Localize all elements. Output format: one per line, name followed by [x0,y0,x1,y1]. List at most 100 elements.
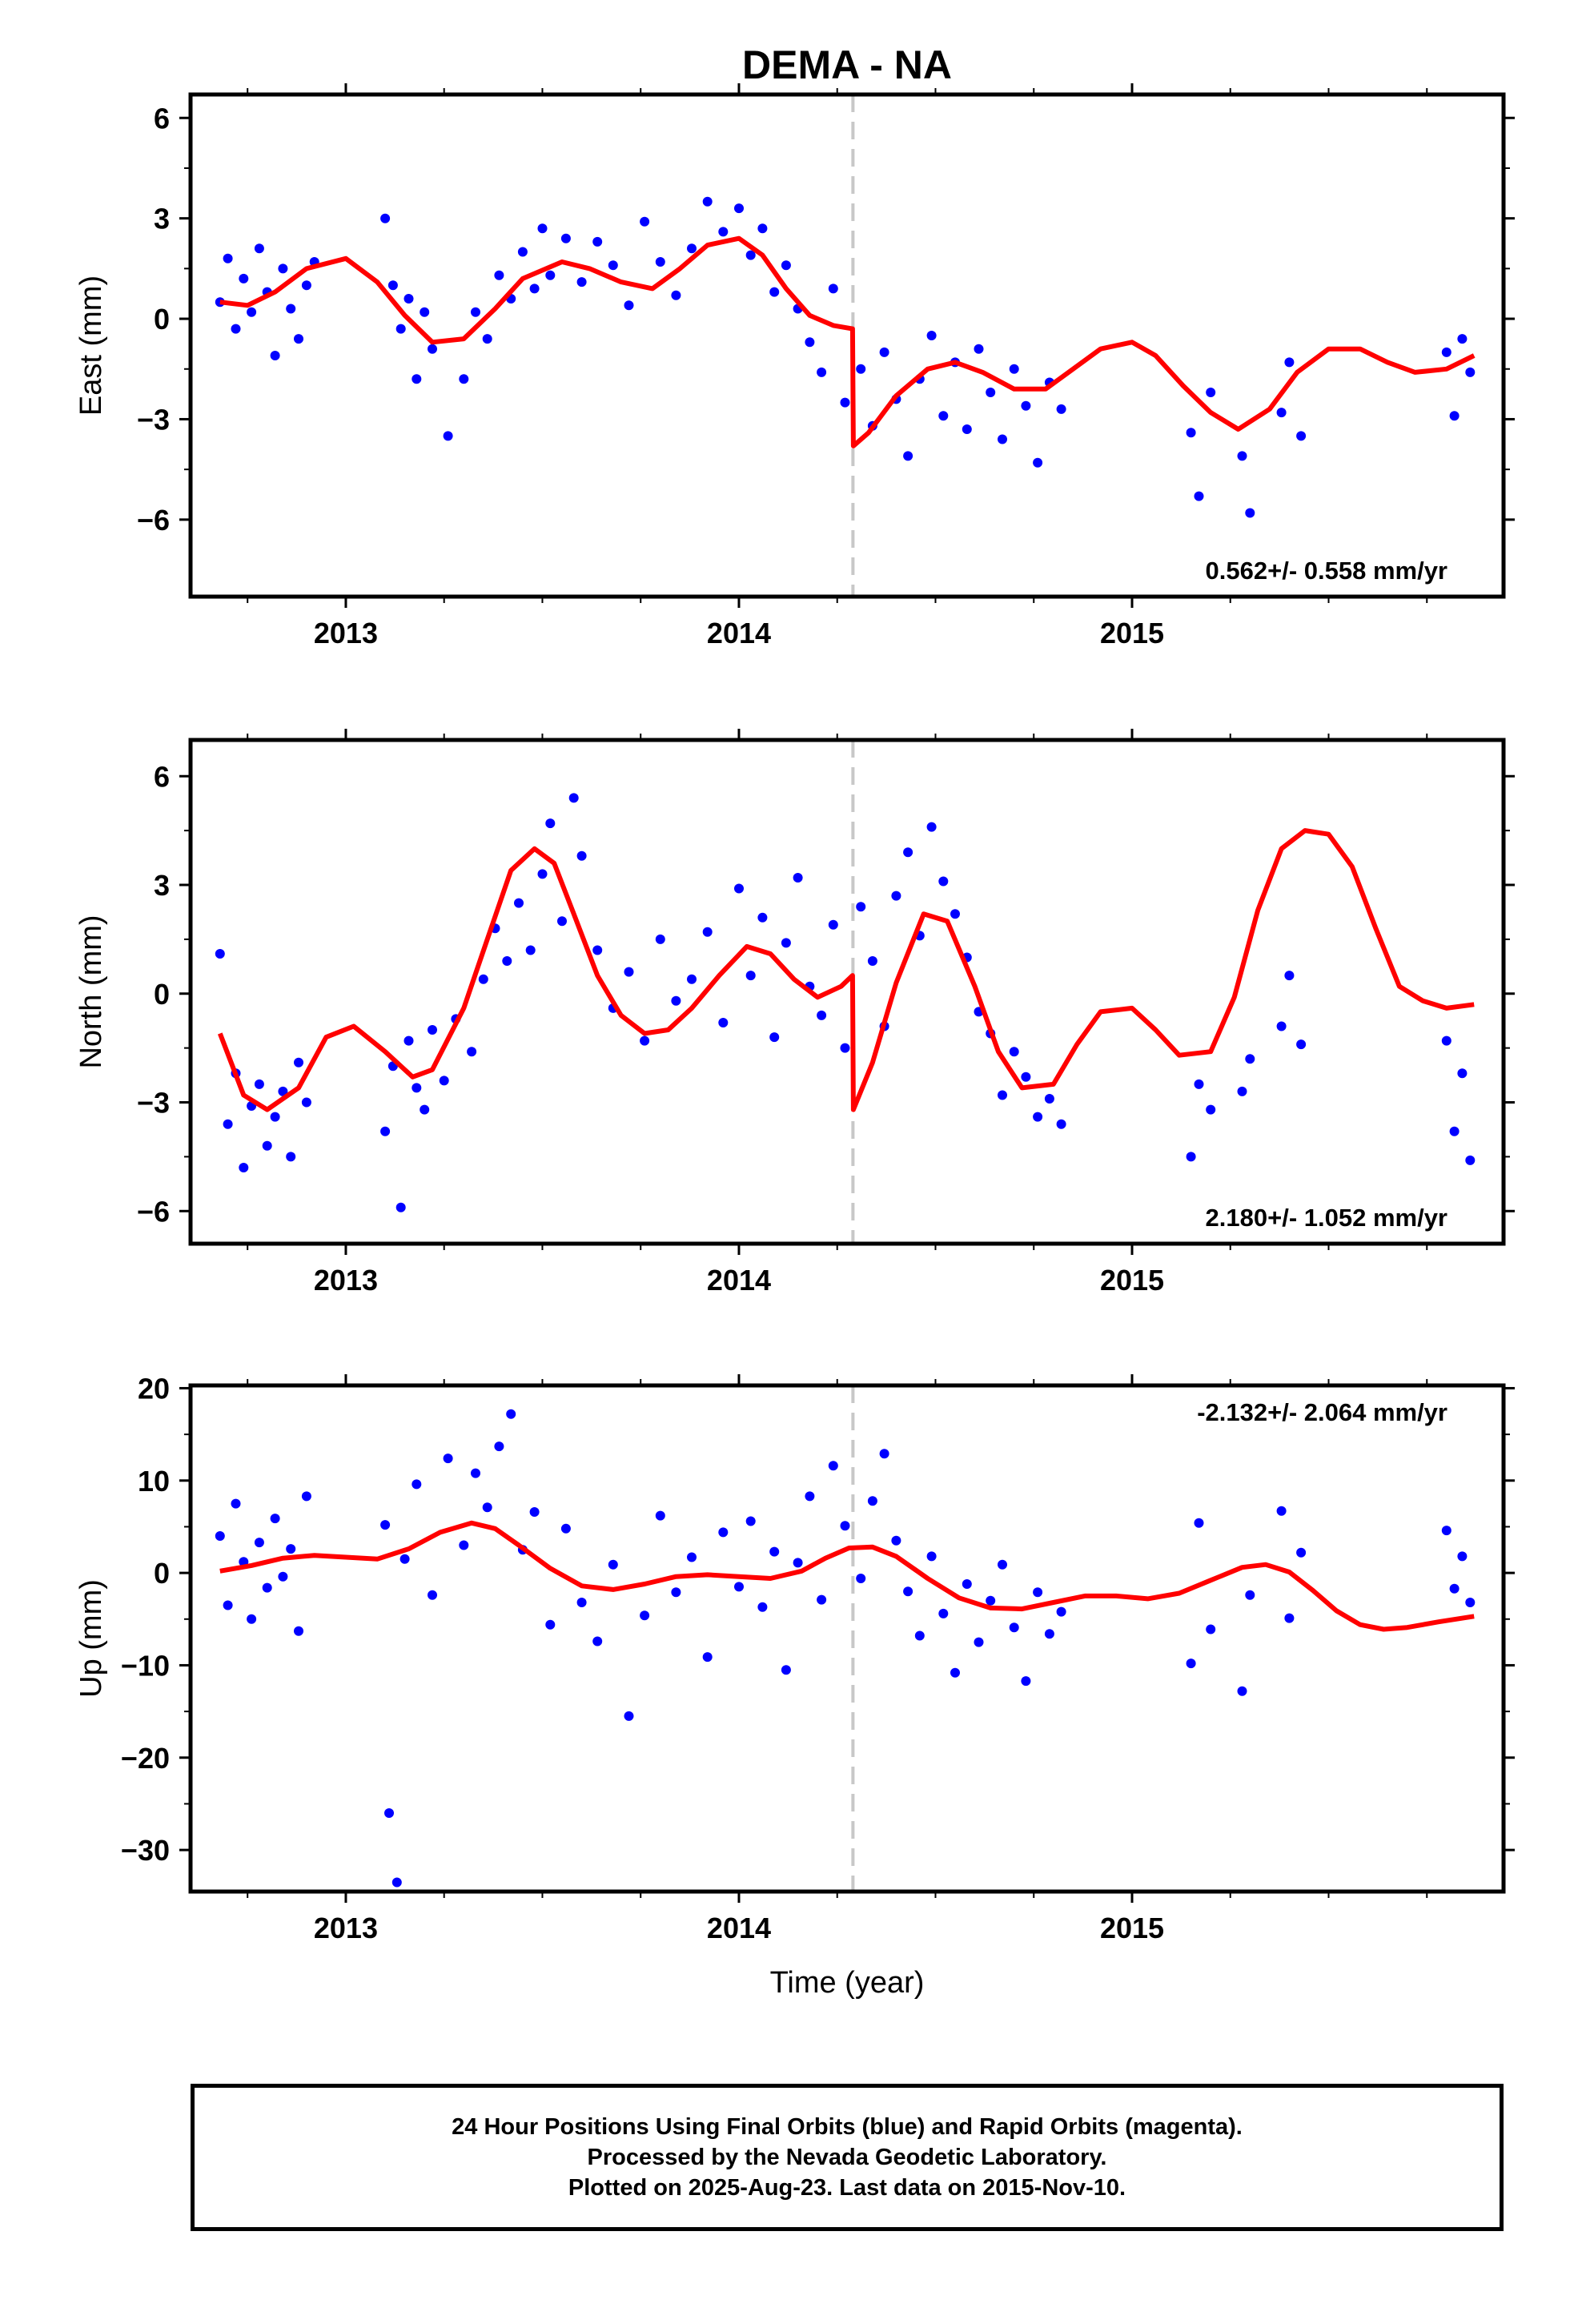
north-data-point [380,1126,391,1136]
up-data-point [702,1652,713,1663]
up-model-curve [219,1520,1475,1632]
east-data-point [1056,404,1066,414]
up-data-point [1245,1590,1255,1600]
up-data-point [545,1619,556,1630]
up-data-point [671,1587,681,1598]
north-data-point [687,974,697,984]
north-data-point [998,1090,1007,1100]
east-data-point [270,351,280,360]
up-x-tick-label: 2014 [707,1912,771,1944]
east-data-point [757,223,768,234]
up-velocity-annotation: -2.132+/- 2.064 mm/yr [1197,1398,1447,1426]
north-data-point [568,793,579,803]
east-data-point [404,294,414,304]
east-data-point [254,243,264,254]
east-data-point [1186,428,1196,438]
north-data-point [467,1047,477,1057]
north-data-point [1284,971,1295,981]
east-data-point [576,277,587,287]
footer-line-1: 24 Hour Positions Using Final Orbits (bl… [452,2114,1243,2140]
up-data-point [1033,1587,1043,1598]
east-data-point [817,367,827,377]
up-data-point [482,1502,492,1513]
east-data-point [278,263,288,274]
north-data-point [396,1202,406,1212]
north-data-point [1449,1126,1460,1136]
east-data-point [781,260,791,271]
up-data-point [294,1626,303,1636]
north-y-tick-label: 0 [154,978,170,1011]
north-y-tick-label: −3 [137,1087,170,1120]
up-data-point [215,1531,225,1541]
x-axis-label: Time (year) [770,1966,925,2000]
east-data-point [655,257,665,267]
north-data-point [1186,1152,1196,1162]
north-data-point [655,934,665,944]
up-data-point [624,1711,634,1721]
north-data-point [439,1076,449,1086]
east-data-point [1245,508,1255,518]
east-data-point [471,307,480,317]
up-data-point [1457,1551,1468,1562]
footer-box: 24 Hour Positions Using Final Orbits (bl… [191,2084,1504,2231]
east-x-tick-label: 2013 [314,617,378,649]
up-data-point [529,1507,540,1517]
north-data-point [294,1057,303,1068]
north-data-point [1457,1068,1468,1079]
east-data-point [805,337,815,348]
north-data-point [781,938,791,948]
east-data-point [396,324,406,334]
east-x-tick-label: 2015 [1100,617,1164,649]
up-data-point [506,1409,516,1419]
up-data-point [1296,1547,1307,1558]
north-data-point [903,847,913,858]
up-data-point [879,1449,889,1459]
north-data-point [1056,1119,1066,1129]
north-data-point [592,945,603,955]
east-data-point [537,223,548,234]
east-data-point [482,334,492,344]
chart-title: DEMA - NA [742,42,952,87]
up-data-point [254,1538,264,1548]
north-data-point [514,898,524,908]
north-y-tick-label: −6 [137,1195,170,1228]
north-plot-frame [188,738,1506,1246]
east-y-tick-label: 0 [154,303,170,336]
up-data-point [856,1574,866,1583]
up-data-point [1465,1598,1476,1607]
north-data-point [428,1025,437,1035]
east-data-point [998,434,1007,444]
east-data-point [387,280,398,291]
up-data-point [1276,1506,1287,1516]
north-data-point [576,850,587,861]
north-data-point [239,1163,249,1172]
up-data-point [1056,1606,1066,1617]
east-data-point [592,236,603,247]
up-plot-frame [188,1383,1506,1894]
east-data-point [687,243,697,254]
up-data-point [592,1636,603,1647]
east-data-point [517,247,528,257]
north-data-point [702,927,713,937]
up-data-point [793,1558,803,1568]
up-data-point [247,1614,257,1624]
north-data-point [525,945,536,955]
north-data-point [671,995,681,1006]
up-data-point [1186,1659,1196,1669]
east-data-point [428,344,437,354]
north-data-point [745,971,756,981]
up-data-point [926,1551,937,1562]
north-x-tick-label: 2013 [314,1264,378,1297]
east-panel: −6 −3 0 3 6 2013 2014 2015 East (mm) 0.562+/- 0.5… [74,83,1515,649]
up-data-point [769,1546,780,1557]
up-data-point [817,1594,827,1605]
north-data-point [769,1032,780,1043]
up-data-point [781,1665,791,1675]
east-y-tick-label: −3 [137,403,170,436]
north-data-point [262,1140,272,1151]
east-data-point [926,331,937,340]
east-data-point [856,364,866,374]
east-data-point [301,280,311,291]
north-data-point [817,1010,827,1020]
east-data-point [412,374,422,384]
